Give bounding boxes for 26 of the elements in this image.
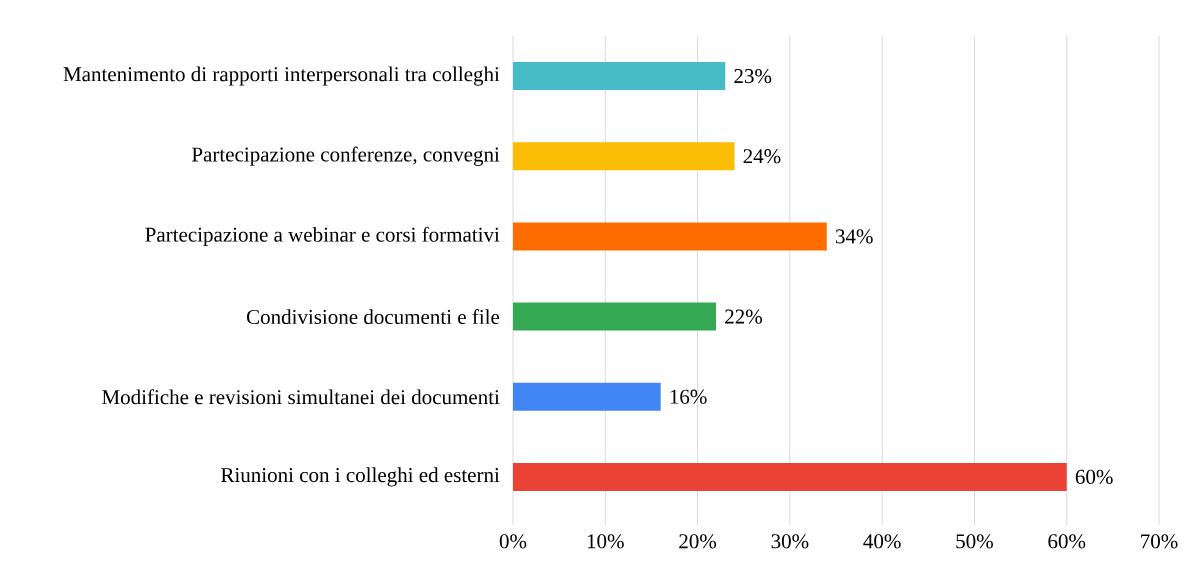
y-tick-label: Partecipazione a webinar e corsi formativi <box>145 226 500 247</box>
x-tick-label: 50% <box>956 534 993 549</box>
y-tick-label: Modifiche e revisioni simultanei dei documenti <box>102 389 500 405</box>
x-tick-label: 10% <box>587 534 624 549</box>
y-tick-label: Condivisione documenti e file <box>246 309 500 325</box>
bar <box>513 142 735 171</box>
data-label: 22% <box>725 309 763 324</box>
y-tick-label: Partecipazione conferenze, convegni <box>191 146 500 166</box>
bar <box>513 62 726 91</box>
x-tick-label: 20% <box>679 534 717 549</box>
x-tick-label: 70% <box>1141 534 1178 549</box>
data-label: 23% <box>734 68 772 84</box>
bar <box>513 302 717 331</box>
data-label: 60% <box>1075 469 1113 485</box>
x-tick-label: 30% <box>771 534 809 549</box>
bar <box>513 222 827 251</box>
bar <box>513 382 661 411</box>
x-tick-label: 0% <box>499 534 527 549</box>
data-label: 16% <box>670 389 707 404</box>
x-tick-label: 40% <box>863 534 901 549</box>
y-tick-label: Riunioni con i colleghi ed esterni <box>221 467 500 487</box>
bar <box>513 462 1067 491</box>
data-label: 34% <box>835 229 873 244</box>
data-label: 24% <box>743 149 781 164</box>
x-tick-label: 60% <box>1048 534 1086 549</box>
y-tick-label: Mantenimento di rapporti interpersonali tra colleghi <box>63 66 500 86</box>
